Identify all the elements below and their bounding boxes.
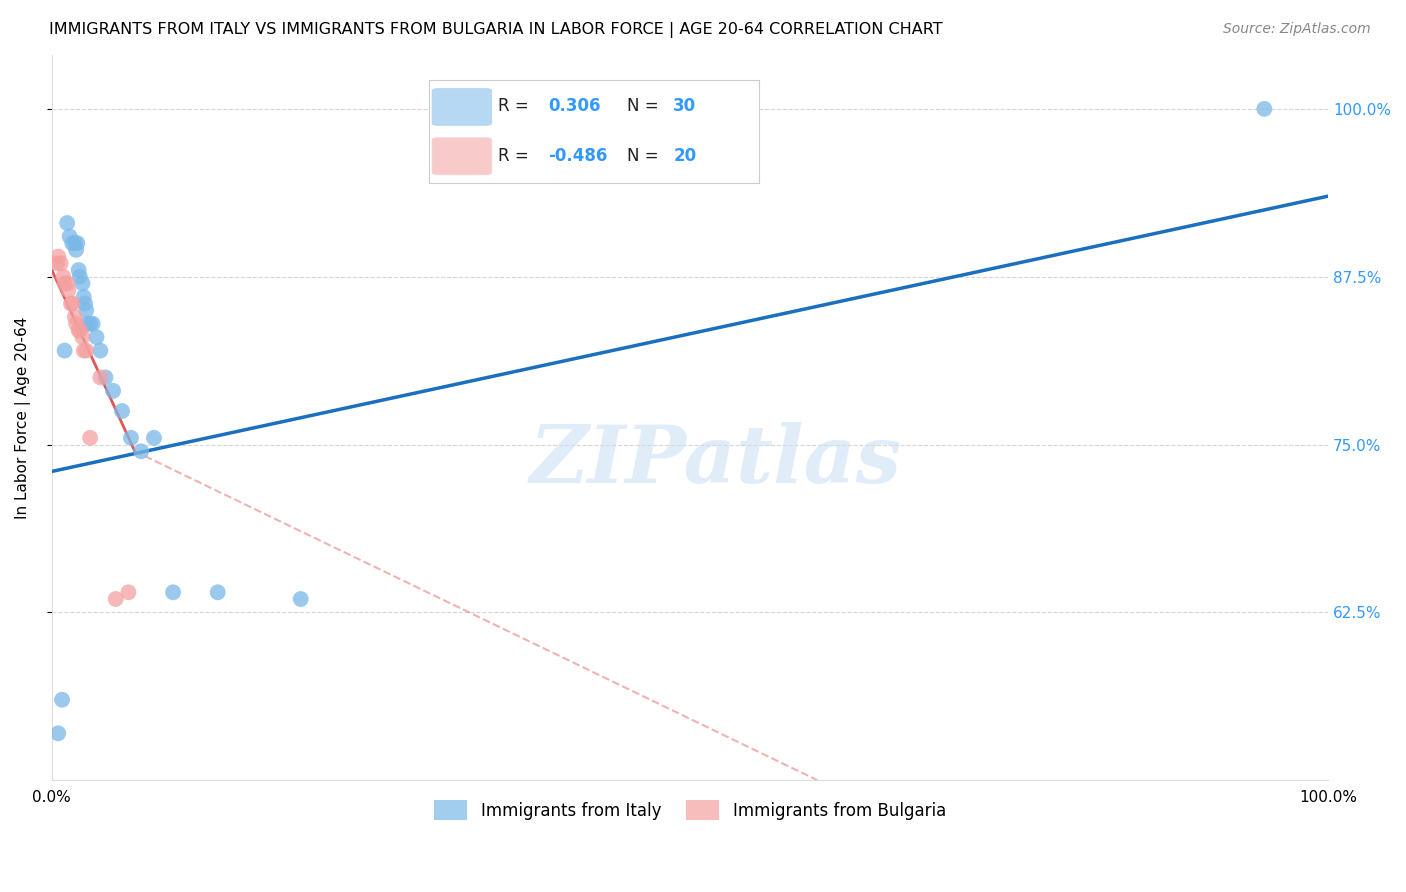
Point bbox=[129, 444, 152, 458]
Point bbox=[82, 317, 104, 331]
Point bbox=[63, 236, 86, 251]
Point bbox=[46, 726, 69, 740]
Text: N =: N = bbox=[627, 97, 664, 115]
Point bbox=[69, 323, 91, 337]
Point bbox=[49, 256, 72, 270]
Point bbox=[162, 585, 184, 599]
Text: 0.306: 0.306 bbox=[548, 97, 600, 115]
Point bbox=[72, 277, 94, 291]
Point bbox=[89, 370, 111, 384]
Text: N =: N = bbox=[627, 146, 664, 165]
Point bbox=[86, 330, 108, 344]
Point bbox=[59, 229, 82, 244]
Y-axis label: In Labor Force | Age 20-64: In Labor Force | Age 20-64 bbox=[15, 317, 31, 519]
Point bbox=[73, 296, 96, 310]
Point bbox=[207, 585, 229, 599]
Point bbox=[79, 317, 101, 331]
Point bbox=[290, 592, 312, 607]
Text: Source: ZipAtlas.com: Source: ZipAtlas.com bbox=[1223, 22, 1371, 37]
Point bbox=[65, 243, 87, 257]
FancyBboxPatch shape bbox=[432, 137, 492, 175]
Point bbox=[60, 236, 83, 251]
Point bbox=[76, 317, 98, 331]
Point bbox=[65, 317, 87, 331]
Point bbox=[1253, 102, 1275, 116]
Point bbox=[66, 236, 89, 251]
Point bbox=[120, 431, 142, 445]
Point bbox=[63, 310, 86, 324]
Point bbox=[111, 404, 134, 418]
Point bbox=[56, 277, 79, 291]
Point bbox=[51, 692, 73, 706]
Point bbox=[67, 263, 90, 277]
Point bbox=[69, 269, 91, 284]
Text: 20: 20 bbox=[673, 146, 696, 165]
Point bbox=[52, 269, 75, 284]
Point bbox=[89, 343, 111, 358]
Text: R =: R = bbox=[498, 146, 534, 165]
Text: ZIPatlas: ZIPatlas bbox=[530, 423, 901, 500]
Point bbox=[53, 343, 76, 358]
Text: IMMIGRANTS FROM ITALY VS IMMIGRANTS FROM BULGARIA IN LABOR FORCE | AGE 20-64 COR: IMMIGRANTS FROM ITALY VS IMMIGRANTS FROM… bbox=[49, 22, 943, 38]
Text: R =: R = bbox=[498, 97, 534, 115]
Point bbox=[104, 592, 127, 607]
Point bbox=[46, 250, 69, 264]
Point bbox=[94, 370, 117, 384]
Point bbox=[73, 343, 96, 358]
Point bbox=[53, 277, 76, 291]
Point bbox=[56, 216, 79, 230]
Point bbox=[117, 585, 139, 599]
FancyBboxPatch shape bbox=[432, 88, 492, 126]
Point bbox=[67, 323, 90, 337]
Point bbox=[60, 296, 83, 310]
Text: 30: 30 bbox=[673, 97, 696, 115]
Point bbox=[75, 343, 97, 358]
Point bbox=[45, 256, 67, 270]
Text: -0.486: -0.486 bbox=[548, 146, 607, 165]
Point bbox=[73, 290, 96, 304]
Point bbox=[75, 303, 97, 318]
Point bbox=[58, 283, 80, 297]
Point bbox=[101, 384, 124, 398]
Point bbox=[79, 431, 101, 445]
Point bbox=[72, 330, 94, 344]
Legend: Immigrants from Italy, Immigrants from Bulgaria: Immigrants from Italy, Immigrants from B… bbox=[427, 794, 953, 826]
Point bbox=[59, 296, 82, 310]
Point bbox=[142, 431, 165, 445]
